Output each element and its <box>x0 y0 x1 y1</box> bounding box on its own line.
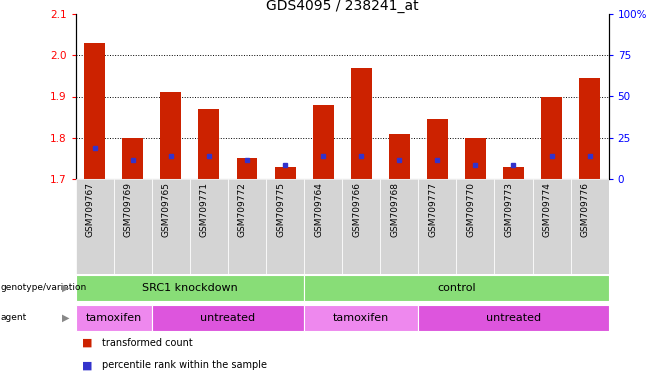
Text: control: control <box>437 283 476 293</box>
Bar <box>190 179 228 274</box>
Text: GSM709774: GSM709774 <box>543 182 551 237</box>
Bar <box>161 93 182 179</box>
Bar <box>304 179 342 274</box>
Bar <box>427 119 448 179</box>
Text: ■: ■ <box>82 361 93 371</box>
Bar <box>532 179 570 274</box>
Bar <box>418 179 457 274</box>
Bar <box>494 179 532 274</box>
Text: GSM709766: GSM709766 <box>352 182 361 237</box>
Text: tamoxifen: tamoxifen <box>333 313 390 323</box>
Bar <box>76 179 114 274</box>
Text: ■: ■ <box>82 338 93 348</box>
Bar <box>465 138 486 179</box>
Bar <box>541 96 562 179</box>
Bar <box>570 179 609 274</box>
Bar <box>199 109 219 179</box>
Bar <box>76 305 152 331</box>
Text: tamoxifen: tamoxifen <box>86 313 142 323</box>
Bar <box>342 179 380 274</box>
Bar <box>84 43 105 179</box>
Bar <box>152 179 190 274</box>
Bar <box>351 68 372 179</box>
Bar <box>236 158 257 179</box>
Text: untreated: untreated <box>486 313 541 323</box>
Text: GSM709775: GSM709775 <box>276 182 285 237</box>
Text: GSM709767: GSM709767 <box>86 182 95 237</box>
Text: ▶: ▶ <box>62 313 69 323</box>
Bar <box>274 167 295 179</box>
Bar <box>313 105 334 179</box>
Text: GSM709772: GSM709772 <box>238 182 247 237</box>
Text: GSM709771: GSM709771 <box>200 182 209 237</box>
Bar <box>457 179 494 274</box>
Bar <box>503 167 524 179</box>
Bar <box>76 275 304 301</box>
Bar <box>579 78 600 179</box>
Text: GSM709765: GSM709765 <box>162 182 171 237</box>
Bar <box>380 179 418 274</box>
Bar <box>152 305 304 331</box>
Text: GSM709777: GSM709777 <box>428 182 438 237</box>
Text: GSM709776: GSM709776 <box>580 182 590 237</box>
Bar <box>418 305 609 331</box>
Text: GSM709768: GSM709768 <box>390 182 399 237</box>
Text: GSM709764: GSM709764 <box>314 182 323 237</box>
Text: agent: agent <box>1 313 27 323</box>
Text: untreated: untreated <box>201 313 255 323</box>
Title: GDS4095 / 238241_at: GDS4095 / 238241_at <box>266 0 418 13</box>
Bar <box>228 179 266 274</box>
Bar <box>114 179 152 274</box>
Text: genotype/variation: genotype/variation <box>1 283 87 293</box>
Bar <box>266 179 304 274</box>
Text: ▶: ▶ <box>62 283 69 293</box>
Bar <box>304 275 609 301</box>
Text: GSM709769: GSM709769 <box>124 182 133 237</box>
Text: transformed count: transformed count <box>102 338 193 348</box>
Text: GSM709773: GSM709773 <box>505 182 513 237</box>
Bar <box>304 305 418 331</box>
Text: SRC1 knockdown: SRC1 knockdown <box>142 283 238 293</box>
Bar <box>122 138 143 179</box>
Text: GSM709770: GSM709770 <box>467 182 475 237</box>
Bar <box>389 134 410 179</box>
Text: percentile rank within the sample: percentile rank within the sample <box>102 361 267 371</box>
